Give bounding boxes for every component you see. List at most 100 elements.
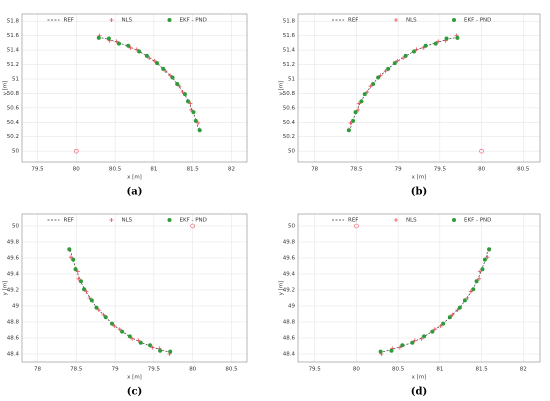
legend-swatch [167,18,172,22]
panel: 78 78.5 79 79.5 80 80.5 48.4 48.6 48.8 49 49.2 49.4… [3,213,248,398]
y-tick-label: 49.8 [7,240,20,246]
x-tick-label: 81 [436,367,443,373]
y-tick-label: 50.8 [7,91,20,97]
legend-swatch [167,218,172,222]
ekf-point [487,247,492,252]
nls-point [365,89,370,94]
nls-point [468,289,473,294]
x-tick-label: 80.5 [109,167,122,173]
legend-swatch [452,18,456,22]
anchor-point [479,148,484,154]
nls-point [188,101,193,106]
frame [297,213,541,363]
y-tick-label: 50 [12,149,19,155]
y-tick-label: 50.4 [7,120,20,126]
ekf-point [362,92,367,97]
nls-point [96,308,101,312]
x-tick-label: 79.5 [31,167,44,173]
ekf-point [138,340,143,345]
x-tick-label: 80 [478,167,485,173]
legend-label: REF [348,18,358,24]
x-tick-label: 81.5 [475,367,488,373]
nls-point [356,108,361,113]
ekf-point [386,66,391,71]
legend-label: EKF - PND [180,218,207,224]
ekf-point [371,82,376,87]
ekf-point [444,36,449,41]
x-tick-label: 80 [73,167,80,173]
nls-point [419,336,424,341]
x-tick-label: 78.5 [70,367,83,373]
ekf-point [482,257,487,262]
x-tick-label: 80 [189,367,196,373]
nls-point [421,45,426,50]
y-tick-label: 51 [12,76,19,82]
legend-label: NLS [122,218,133,224]
nls-point [348,121,353,126]
ekf-point [480,267,485,272]
plot-area [22,214,247,362]
frame [297,13,541,163]
nls-point [101,312,106,317]
y-tick-label: 49 [12,304,19,310]
legend-swatch [109,218,114,222]
x-tick-label: 79.5 [434,167,447,173]
nls-point [150,345,155,350]
ekf-point [376,75,381,80]
ekf-point [127,334,132,339]
ekf-point [82,287,87,292]
y-tick-label: 51.6 [7,33,20,39]
ekf-point [126,43,131,48]
caption: (b) [411,187,427,198]
plot-area [298,214,540,362]
ekf-point [441,321,446,326]
y-tick-label: 51.4 [7,48,20,54]
nls-point [356,101,361,106]
x-tick-label: 80.5 [517,167,530,173]
y-tick-label: 48.8 [283,320,296,326]
y-tick-label: 49.2 [7,288,19,294]
nls-point [87,296,92,300]
ekf-point [422,334,427,339]
legend-label: REF [64,218,74,224]
nls-point [117,327,122,332]
ekf-point [351,118,356,123]
ekf-point [182,92,187,97]
caption: (d) [411,387,427,398]
ekf-point [191,110,196,115]
ekf-point [474,279,479,284]
ekf-point [158,348,163,353]
ekf-point [144,53,149,58]
ekf-point [457,305,462,310]
ekf-point [400,343,405,348]
nls-point [196,121,201,126]
x-tick-label: 78.5 [350,167,363,173]
nls-point [395,58,400,63]
ekf-point [378,349,383,354]
ekf-point [170,75,175,80]
nls-point [84,289,89,294]
y-tick-label: 49.8 [283,240,296,246]
nls-point [465,296,470,300]
nls-point [455,308,460,312]
ekf-point [155,61,159,66]
legend-swatch [394,218,398,222]
legend-label: REF [348,218,358,224]
y-tick-label: 50.6 [7,105,20,111]
nls-point [136,338,141,343]
plot-area [22,14,247,162]
x-tick-label: 78 [34,367,41,373]
y-axis-label: y [m] [3,81,9,96]
legend-swatch [452,218,456,222]
panel: 79.5 80 80.5 81 81.5 82 48.4 48.6 48.8 49 49.2 49.4… [279,213,541,398]
nls-point [114,39,119,44]
legend-label: EKF - PND [464,218,491,224]
x-tick-label: 80 [353,367,360,373]
ekf-point [447,315,452,320]
ekf-point [67,247,72,252]
nls-point [477,276,482,281]
nls-point [412,338,417,343]
x-tick-label: 79.5 [148,367,161,373]
anchor-point [74,148,79,154]
